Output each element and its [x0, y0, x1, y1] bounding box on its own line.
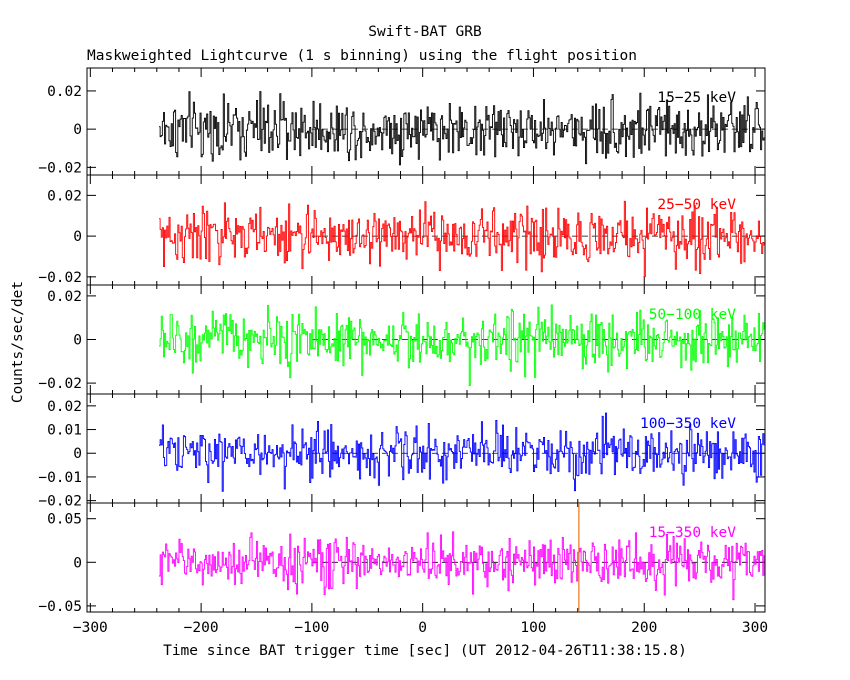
band-label: 50−100 keV — [649, 307, 737, 323]
y-tick-label: 0 — [73, 446, 82, 462]
panel-1: −0.02 0 0.02 15−25 keV — [38, 67, 766, 176]
series-line-3 — [159, 304, 765, 386]
x-tick-label: 100 — [520, 620, 546, 636]
y-tick-label: 0 — [73, 122, 82, 138]
panel-3: −0.02 0 0.02 50−100 keV — [38, 284, 766, 395]
y-axis-label: Counts/sec/det — [10, 281, 26, 403]
panel-4: −0.02 −0.01 0 0.01 0.02 100−350 keV — [38, 393, 766, 510]
y-tick-label: −0.02 — [38, 494, 82, 510]
y-tick-label: −0.02 — [38, 160, 82, 176]
y-tick-label: 0.02 — [47, 399, 82, 415]
x-tick-label: −200 — [184, 620, 219, 636]
x-tick-label: 0 — [418, 620, 427, 636]
x-axis-label: Time since BAT trigger time [sec] (UT 20… — [163, 643, 687, 659]
panel-frame — [86, 393, 766, 504]
x-tick-labels: −300 −200 −100 0 100 200 300 — [73, 620, 768, 636]
y-tick-label: −0.02 — [38, 270, 82, 286]
band-label: 100−350 keV — [640, 416, 736, 432]
y-tick-label: 0.02 — [47, 84, 82, 100]
y-tick-label: 0 — [73, 555, 82, 571]
series-line-2 — [159, 200, 765, 278]
series-line-5 — [159, 531, 765, 601]
figure-title: Swift-BAT GRB — [368, 24, 482, 40]
y-tick-label: 0.02 — [47, 188, 82, 204]
band-label: 25−50 keV — [657, 197, 736, 213]
series-line-4 — [159, 412, 765, 492]
x-tick-label: 200 — [631, 620, 657, 636]
figure-subtitle: Maskweighted Lightcurve (1 s binning) us… — [87, 48, 637, 64]
y-tick-label: 0 — [73, 333, 82, 349]
series-line-1 — [159, 91, 765, 166]
y-tick-label: 0 — [73, 229, 82, 245]
y-tick-label: −0.01 — [38, 470, 82, 486]
panel-frame — [86, 502, 766, 613]
x-tick-label: 300 — [742, 620, 768, 636]
band-label: 15−350 keV — [649, 525, 737, 541]
y-tick-label: −0.05 — [38, 599, 82, 615]
panel-2: −0.02 0 0.02 25−50 keV — [38, 174, 766, 286]
y-tick-label: 0.02 — [47, 289, 82, 305]
y-tick-label: −0.02 — [38, 376, 82, 392]
y-tick-label: 0.05 — [47, 512, 82, 528]
x-tick-label: −300 — [73, 620, 108, 636]
x-tick-label: −100 — [294, 620, 329, 636]
band-label: 15−25 keV — [657, 90, 736, 106]
y-tick-label: 0.01 — [47, 423, 82, 439]
panel-5: −0.05 0 0.05 15−350 keV — [38, 502, 766, 615]
